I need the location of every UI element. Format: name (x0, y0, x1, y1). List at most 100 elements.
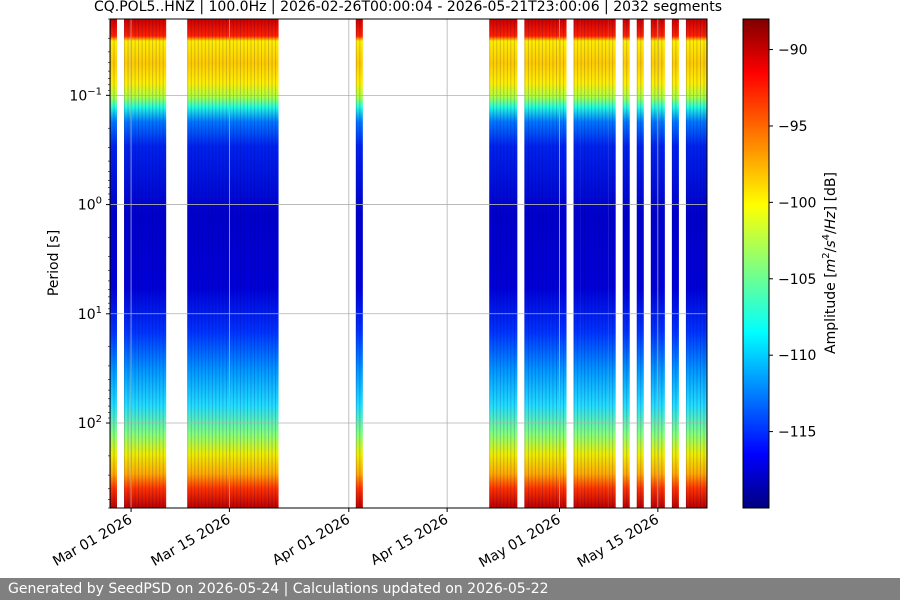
segment-stripe (127, 19, 129, 508)
segment-stripe (145, 19, 147, 508)
segment-stripe (657, 19, 659, 508)
x-tick-label: Apr 15 2026 (368, 512, 451, 569)
segment-stripe (654, 19, 656, 508)
segment-stripe (243, 19, 245, 508)
data-interval-0 (110, 19, 118, 508)
segment-stripe (148, 19, 150, 508)
segment-stripe (218, 19, 220, 508)
colorbar-tick-label: −110 (778, 348, 816, 364)
segment-stripe (261, 19, 263, 508)
segment-stripe (622, 19, 624, 508)
data-interval-12 (671, 19, 679, 508)
spectrogram-data (110, 19, 707, 508)
colorbar-tick-label: −95 (778, 119, 808, 135)
colorbar-tick-label: −105 (778, 272, 816, 288)
colorbar-ticks: −90 −95 −100 −105 −110 −115 (769, 43, 816, 441)
segment-stripe (696, 19, 698, 508)
colorbar-gradient (742, 18, 770, 509)
segment-stripe (531, 19, 533, 508)
segment-stripe (197, 19, 199, 508)
segment-stripe (527, 19, 529, 508)
segment-stripe (355, 19, 357, 508)
colorbar-label: Amplitude [m2/s4/Hz] [dB] (821, 172, 839, 354)
segment-stripe (138, 19, 140, 508)
segment-stripe (640, 19, 642, 508)
y-tick-label: 10−1 (69, 86, 102, 104)
segment-stripe (605, 19, 607, 508)
segment-stripe (124, 19, 126, 508)
segment-stripe (222, 19, 224, 508)
segment-stripe (555, 19, 557, 508)
segment-stripe (559, 19, 561, 508)
segment-stripe (271, 19, 273, 508)
segment-stripe (524, 19, 526, 508)
segment-stripe (250, 19, 252, 508)
segment-stripe (601, 19, 603, 508)
y-axis-ticks: 10−1 100 101 102 (69, 18, 110, 509)
data-interval-3 (355, 19, 363, 508)
y-tick-label: 100 (78, 196, 102, 214)
segment-stripe (359, 19, 361, 508)
x-tick-label: May 01 2026 (476, 512, 563, 572)
segment-stripe (215, 19, 217, 508)
data-interval-10 (636, 19, 644, 508)
colorbar: −90 −95 −100 −105 −110 −115 Amplitude [m2/s4/… (742, 18, 839, 509)
y-tick-label: 101 (78, 305, 102, 323)
segment-stripe (689, 19, 691, 508)
segment-stripe (545, 19, 547, 508)
segment-stripe (703, 19, 705, 508)
segment-stripe (162, 19, 164, 508)
x-tick-label: Mar 15 2026 (149, 512, 234, 570)
segment-stripe (194, 19, 196, 508)
segment-stripe (187, 19, 189, 508)
segment-stripe (236, 19, 238, 508)
x-tick-label: Apr 01 2026 (270, 512, 353, 569)
segment-stripe (499, 19, 501, 508)
data-interval-9 (622, 19, 630, 508)
segment-stripe (268, 19, 270, 508)
segment-stripe (534, 19, 536, 508)
segment-stripe (275, 19, 277, 508)
segment-stripe (159, 19, 161, 508)
segment-stripe (496, 19, 498, 508)
segment-stripe (563, 19, 565, 508)
segment-stripe (489, 19, 491, 508)
x-tick-label: May 15 2026 (575, 512, 662, 572)
segment-stripe (201, 19, 203, 508)
colorbar-tick-label: −100 (778, 195, 816, 211)
segment-stripe (685, 19, 687, 508)
segment-stripe (650, 19, 652, 508)
y-tick-label: 102 (78, 414, 102, 432)
segment-stripe (239, 19, 241, 508)
segment-stripe (591, 19, 593, 508)
y-axis-label: Period [s] (46, 230, 62, 296)
segment-stripe (503, 19, 505, 508)
segment-stripe (190, 19, 192, 508)
segment-stripe (675, 19, 677, 508)
colorbar-tick-label: −90 (778, 43, 808, 59)
data-interval-2 (187, 19, 279, 508)
segment-stripe (661, 19, 663, 508)
segment-stripe (594, 19, 596, 508)
segment-stripe (580, 19, 582, 508)
segment-stripe (671, 19, 673, 508)
segment-stripe (141, 19, 143, 508)
colorbar-tick-label: −115 (778, 425, 816, 441)
segment-stripe (208, 19, 210, 508)
segment-stripe (113, 19, 115, 508)
segment-stripe (626, 19, 628, 508)
segment-stripe (577, 19, 579, 508)
segment-stripe (211, 19, 213, 508)
segment-stripe (636, 19, 638, 508)
segment-stripe (608, 19, 610, 508)
x-axis-ticks: Mar 01 2026 Mar 15 2026 Apr 01 2026 Apr 15 … (50, 508, 662, 571)
segment-stripe (612, 19, 614, 508)
segment-stripe (253, 19, 255, 508)
segment-stripe (257, 19, 259, 508)
segment-stripe (552, 19, 554, 508)
segment-stripe (204, 19, 206, 508)
data-interval-4 (489, 19, 518, 508)
grid-lines (110, 19, 707, 508)
segment-stripe (134, 19, 136, 508)
